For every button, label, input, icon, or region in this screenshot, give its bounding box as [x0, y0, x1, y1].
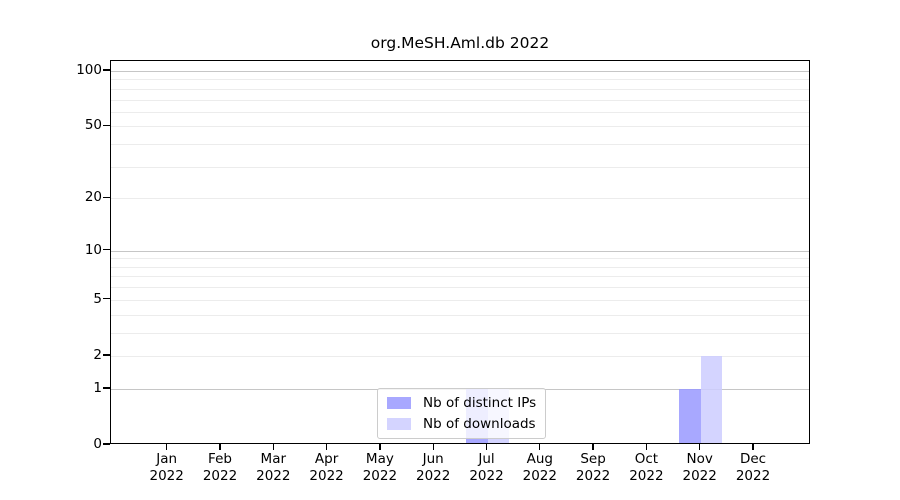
bar-distinct-ips — [679, 388, 701, 444]
minor-gridline — [111, 144, 809, 146]
minor-gridline — [111, 79, 809, 81]
x-axis-tick-mark — [432, 444, 434, 450]
x-axis-tick-mark — [699, 444, 701, 450]
legend-swatch-distinct-ips — [387, 397, 411, 409]
minor-gridline — [111, 111, 809, 113]
y-axis-tick-label: 1 — [93, 379, 102, 396]
x-axis-tick-mark — [166, 444, 168, 450]
x-axis-tick-label: Oct 2022 — [629, 451, 664, 484]
plot-area — [110, 60, 810, 444]
y-axis-tick-mark — [103, 196, 110, 198]
x-axis-tick-mark — [752, 444, 754, 450]
x-axis-tick-label: Dec 2022 — [735, 451, 771, 484]
minor-gridline — [111, 198, 809, 200]
x-axis-tick-label: Jun 2022 — [416, 451, 451, 484]
minor-gridline — [111, 287, 809, 289]
y-axis-tick-mark — [103, 354, 110, 356]
minor-gridline — [111, 166, 809, 168]
x-axis-tick-label: May 2022 — [362, 451, 398, 484]
x-axis-tick-mark — [379, 444, 381, 450]
x-axis-tick-mark — [645, 444, 648, 450]
legend-label-distinct-ips: Nb of distinct IPs — [423, 395, 537, 411]
minor-gridline — [111, 126, 809, 128]
minor-gridline — [111, 276, 809, 278]
y-axis-tick-label: 0 — [93, 436, 102, 452]
y-axis-tick-label: 100 — [76, 62, 102, 78]
x-axis-tick-mark — [325, 444, 328, 450]
major-gridline — [111, 250, 809, 252]
x-axis-tick-label: Apr 2022 — [309, 451, 344, 484]
x-axis-tick-mark — [485, 444, 488, 450]
y-axis-tick-mark — [103, 443, 110, 445]
legend: Nb of distinct IPs Nb of downloads — [377, 388, 547, 439]
y-axis-tick-mark — [103, 124, 110, 127]
minor-gridline — [111, 99, 809, 101]
y-axis-tick-label: 5 — [93, 290, 102, 307]
major-gridline — [111, 71, 809, 72]
x-axis-tick-label: Sep 2022 — [575, 451, 611, 484]
x-axis-tick-label: Mar 2022 — [256, 451, 291, 484]
minor-gridline — [111, 355, 809, 357]
minor-gridline — [111, 88, 809, 90]
chart-title: org.MeSH.Aml.db 2022 — [370, 34, 550, 52]
x-axis-tick-label: Jul 2022 — [469, 451, 504, 484]
minor-gridline — [111, 314, 809, 316]
x-axis-tick-label: Feb 2022 — [202, 451, 238, 484]
x-axis-tick-mark — [539, 444, 541, 450]
minor-gridline — [111, 266, 809, 268]
legend-item-downloads: Nb of downloads — [387, 416, 536, 432]
x-axis-tick-label: Jan 2022 — [149, 451, 184, 484]
y-axis-tick-mark — [103, 69, 110, 71]
y-axis-tick-label: 50 — [84, 117, 102, 134]
y-axis-tick-label: 2 — [93, 346, 102, 363]
y-axis-tick-mark — [103, 387, 110, 389]
legend-label-downloads: Nb of downloads — [423, 416, 536, 432]
x-axis-tick-label: Nov 2022 — [682, 451, 717, 484]
minor-gridline — [111, 258, 809, 260]
y-axis-tick-mark — [103, 248, 110, 251]
x-axis-tick-mark — [592, 444, 594, 450]
y-axis-tick-label: 20 — [84, 189, 102, 206]
y-axis-tick-label: 10 — [84, 241, 102, 258]
x-axis-tick-mark — [272, 444, 274, 450]
minor-gridline — [111, 332, 809, 334]
minor-gridline — [111, 299, 809, 301]
legend-item-distinct-ips: Nb of distinct IPs — [387, 395, 536, 411]
bar-downloads — [700, 355, 723, 444]
legend-swatch-downloads — [387, 418, 411, 430]
x-axis-tick-mark — [219, 444, 221, 450]
x-axis-tick-label: Aug 2022 — [522, 451, 557, 484]
y-axis-tick-mark — [103, 298, 110, 300]
